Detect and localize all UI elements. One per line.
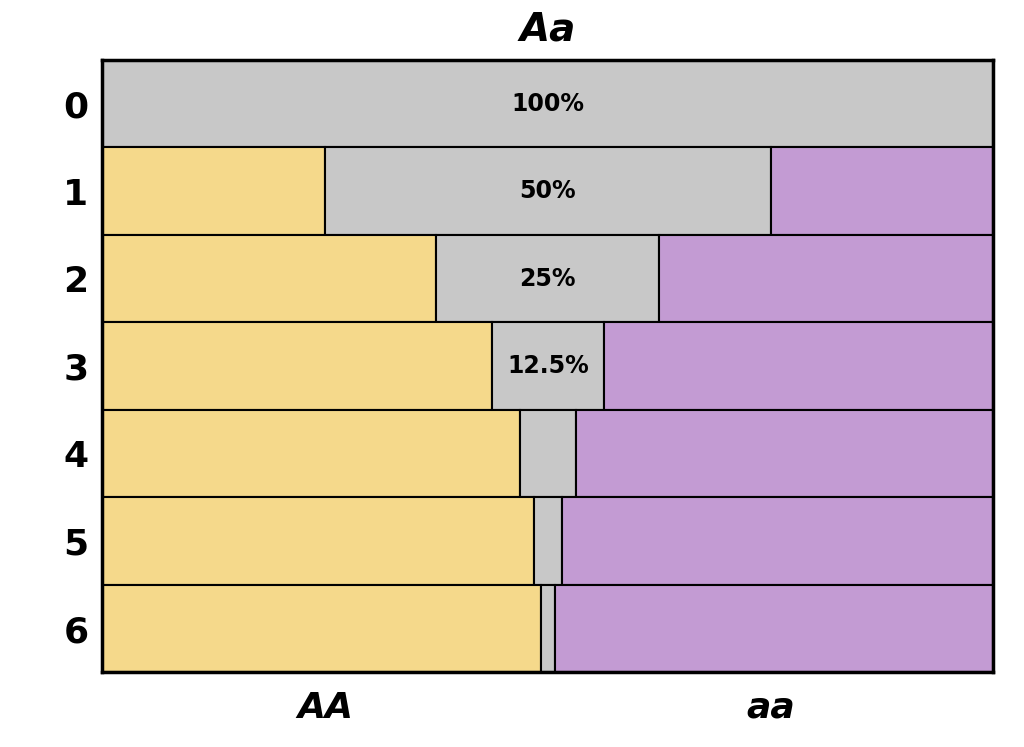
Bar <box>326 147 770 235</box>
Bar <box>770 147 993 235</box>
Text: 25%: 25% <box>519 267 577 291</box>
Bar <box>541 585 555 672</box>
Text: aa: aa <box>746 690 795 725</box>
Bar <box>102 322 493 410</box>
Text: 100%: 100% <box>511 92 585 116</box>
Bar <box>102 235 436 322</box>
Bar <box>102 585 541 672</box>
Bar <box>102 60 993 147</box>
Bar <box>603 322 993 410</box>
Bar <box>102 498 534 585</box>
Title: Aa: Aa <box>519 10 577 49</box>
Bar <box>436 235 659 322</box>
Text: 50%: 50% <box>519 179 577 203</box>
Text: 12.5%: 12.5% <box>507 354 589 378</box>
Bar <box>493 322 603 410</box>
Bar <box>102 147 326 235</box>
Bar <box>562 498 993 585</box>
Bar <box>534 498 562 585</box>
Bar <box>575 410 993 498</box>
Bar <box>520 410 575 498</box>
Bar <box>555 585 993 672</box>
Bar <box>659 235 993 322</box>
Text: AA: AA <box>297 690 353 725</box>
Bar <box>102 410 520 498</box>
